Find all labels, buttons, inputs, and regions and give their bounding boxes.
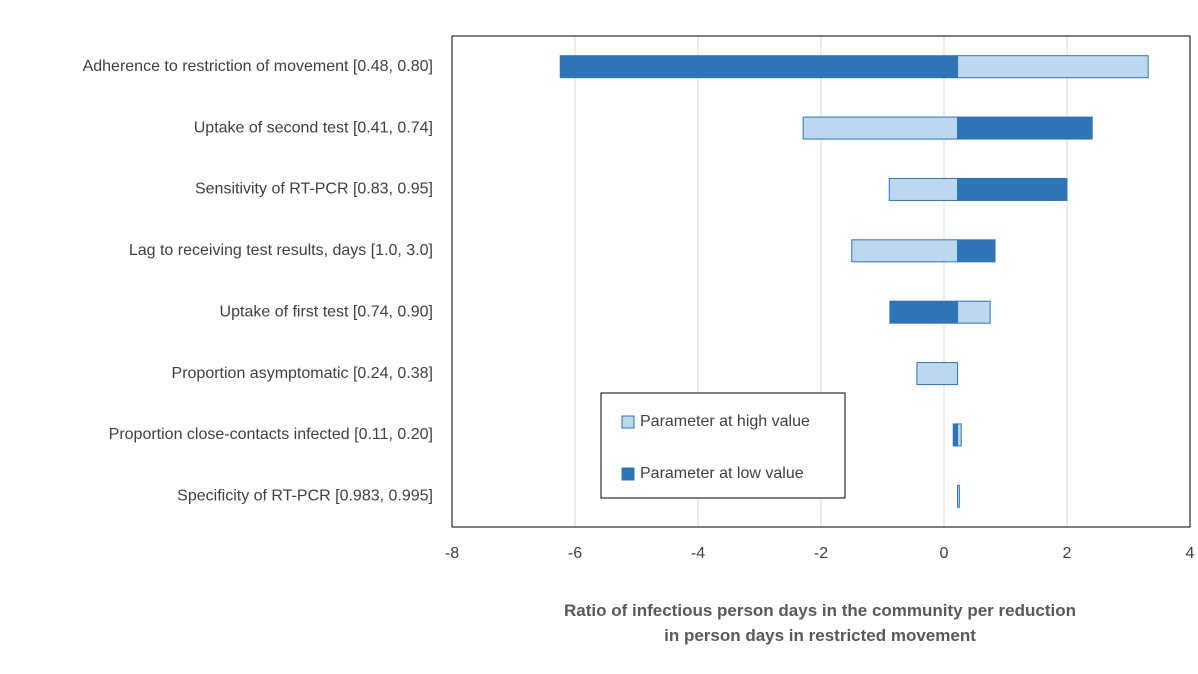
x-tick-label: -8 bbox=[445, 545, 459, 562]
category-label: Sensitivity of RT-PCR [0.83, 0.95] bbox=[195, 181, 433, 198]
plot-frame bbox=[451, 35, 1191, 528]
bar bbox=[957, 484, 960, 508]
category-label: Uptake of first test [0.74, 0.90] bbox=[220, 303, 433, 320]
x-tick-label: 0 bbox=[940, 545, 949, 562]
bar bbox=[802, 116, 959, 140]
category-label: Specificity of RT-PCR [0.983, 0.995] bbox=[177, 488, 433, 505]
legend-label: Parameter at low value bbox=[640, 465, 804, 482]
category-label: Uptake of second test [0.41, 0.74] bbox=[194, 119, 433, 136]
legend-swatch bbox=[621, 415, 635, 429]
bar bbox=[957, 300, 991, 324]
bar bbox=[957, 239, 996, 263]
bar bbox=[957, 423, 962, 447]
category-label: Adherence to restriction of movement [0.… bbox=[83, 58, 433, 75]
bar bbox=[916, 362, 959, 386]
x-tick-label: -2 bbox=[814, 545, 828, 562]
x-tick-label: -4 bbox=[691, 545, 705, 562]
bar bbox=[957, 177, 1068, 201]
bar bbox=[957, 116, 1093, 140]
legend-box bbox=[600, 392, 846, 499]
legend: Parameter at high value Parameter at low … bbox=[600, 392, 846, 499]
legend-swatch bbox=[621, 467, 635, 481]
bar bbox=[957, 55, 1149, 79]
bar bbox=[851, 239, 959, 263]
category-label: Lag to receiving test results, days [1.0… bbox=[129, 242, 433, 259]
bar bbox=[888, 177, 959, 201]
bar bbox=[559, 55, 959, 79]
bar bbox=[952, 423, 959, 447]
bar bbox=[889, 300, 959, 324]
x-tick-label: -6 bbox=[568, 545, 582, 562]
category-label: Proportion asymptomatic [0.24, 0.38] bbox=[172, 365, 433, 382]
x-tick-label: 2 bbox=[1063, 545, 1072, 562]
x-tick-label: 4 bbox=[1186, 545, 1195, 562]
x-axis-title: Ratio of infectious person days in the c… bbox=[564, 601, 1076, 645]
category-label: Proportion close-contacts infected [0.11… bbox=[109, 426, 433, 443]
legend-label: Parameter at high value bbox=[640, 413, 810, 430]
